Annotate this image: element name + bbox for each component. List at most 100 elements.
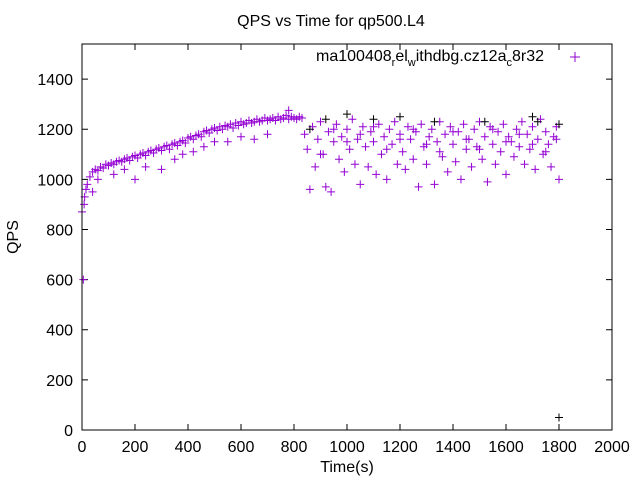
data-point	[120, 165, 129, 174]
data-point	[337, 132, 346, 141]
legend-label-part: ma100408	[316, 48, 392, 65]
data-point	[433, 137, 442, 146]
data-point	[422, 160, 431, 169]
data-point	[417, 120, 426, 129]
data-point	[401, 165, 410, 174]
y-tick-label: 600	[46, 273, 73, 290]
legend-label-part: 8r32	[512, 48, 544, 65]
data-point	[449, 127, 457, 136]
data-point	[170, 155, 179, 164]
x-tick-label: 0	[78, 439, 87, 456]
data-point	[441, 130, 450, 139]
legend-label-part: ithdbg.cz12a	[416, 48, 507, 65]
data-point	[83, 180, 92, 189]
x-tick-label: 1000	[329, 439, 365, 456]
data-point	[480, 117, 489, 126]
data-point	[229, 123, 238, 132]
data-point	[316, 117, 325, 126]
data-point	[483, 177, 492, 186]
x-tick-label: 1400	[435, 439, 471, 456]
x-tick-label: 200	[122, 439, 149, 456]
data-point	[541, 127, 550, 136]
data-point	[361, 142, 370, 151]
data-point	[157, 165, 166, 174]
data-points	[78, 106, 563, 422]
x-tick-label: 1200	[382, 439, 418, 456]
data-point	[165, 145, 174, 154]
data-point	[223, 137, 232, 146]
data-point	[528, 122, 537, 131]
data-point	[403, 122, 412, 131]
y-tick-label: 200	[46, 373, 73, 390]
y-tick-label: 400	[46, 323, 73, 340]
data-point	[531, 165, 540, 174]
data-point	[496, 147, 505, 156]
data-point	[369, 115, 378, 124]
y-tick-label: 0	[64, 423, 73, 440]
data-point	[131, 175, 139, 184]
data-point	[197, 132, 206, 141]
data-point	[533, 135, 542, 144]
data-point	[199, 142, 208, 151]
data-point	[321, 115, 330, 124]
legend: ma100408relwithdbg.cz12ac8r32	[316, 48, 580, 69]
data-point	[263, 130, 272, 139]
data-point	[80, 200, 89, 209]
data-point	[528, 112, 537, 121]
data-point	[470, 125, 479, 134]
y-tick-label: 1400	[37, 72, 73, 89]
data-point	[462, 145, 471, 154]
data-point	[369, 122, 378, 131]
data-point	[356, 130, 365, 139]
legend-label: ma100408relwithdbg.cz12ac8r32	[316, 48, 544, 69]
data-point	[329, 125, 338, 134]
data-point	[509, 152, 518, 161]
legend-label-part: r	[392, 57, 396, 69]
data-point	[250, 135, 259, 144]
data-point	[358, 122, 367, 131]
legend-marker	[570, 52, 580, 62]
data-point	[393, 160, 402, 169]
data-point	[329, 137, 338, 146]
y-axis-label: QPS	[5, 220, 22, 254]
data-point	[425, 132, 434, 141]
data-point	[340, 167, 349, 176]
data-point	[502, 137, 510, 146]
legend-label-part: el	[395, 48, 407, 65]
data-point	[435, 147, 444, 156]
data-point	[81, 185, 90, 194]
data-point	[305, 185, 314, 194]
data-point	[517, 117, 526, 126]
data-point	[414, 182, 423, 191]
data-point	[109, 170, 118, 179]
data-point	[181, 139, 190, 148]
data-point	[343, 110, 351, 119]
data-point	[303, 145, 312, 154]
data-point	[430, 180, 439, 189]
data-point	[345, 145, 354, 154]
data-point	[350, 160, 359, 169]
data-point	[353, 135, 362, 144]
data-point	[374, 120, 383, 129]
x-tick-label: 800	[281, 439, 308, 456]
data-point	[396, 135, 404, 144]
data-point	[528, 140, 537, 149]
y-tick-label: 1200	[37, 122, 73, 139]
legend-label-part: c	[506, 57, 512, 69]
data-point	[382, 145, 391, 154]
data-point	[85, 172, 94, 181]
data-point	[141, 162, 150, 171]
data-point	[555, 175, 563, 184]
data-point	[488, 125, 497, 134]
data-point	[332, 120, 341, 129]
data-point	[515, 130, 524, 139]
data-point	[356, 180, 365, 189]
data-point	[305, 125, 314, 134]
data-point	[488, 140, 497, 149]
data-point	[544, 140, 553, 149]
data-point	[480, 132, 489, 141]
data-point	[449, 140, 457, 149]
plot-border	[81, 43, 613, 431]
data-point	[385, 125, 394, 134]
